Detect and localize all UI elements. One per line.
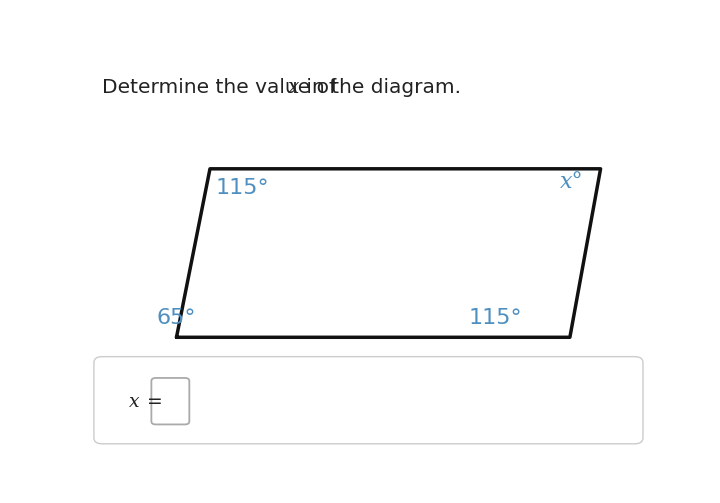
Text: x: x [129, 393, 140, 411]
FancyBboxPatch shape [151, 378, 189, 425]
Text: =: = [141, 392, 163, 411]
Text: in the diagram.: in the diagram. [300, 78, 461, 97]
Text: Determine the value of: Determine the value of [102, 78, 343, 97]
Text: 115°: 115° [469, 308, 523, 327]
Text: 65°: 65° [157, 308, 197, 327]
Text: x°: x° [560, 171, 584, 193]
FancyBboxPatch shape [94, 357, 643, 444]
Text: x: x [288, 78, 300, 97]
Text: 115°: 115° [215, 179, 269, 199]
